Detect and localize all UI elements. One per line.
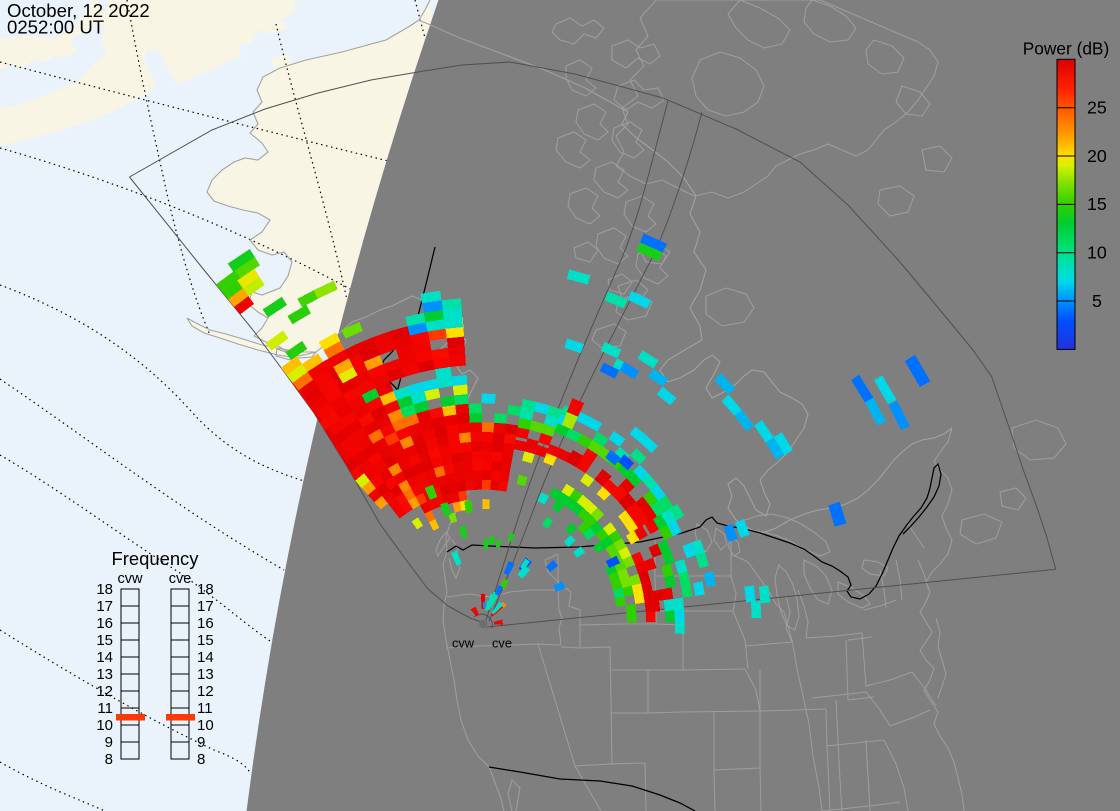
svg-text:16: 16	[197, 615, 214, 632]
svg-text:25: 25	[1087, 98, 1107, 118]
svg-text:18: 18	[197, 581, 214, 598]
svg-text:14: 14	[96, 649, 113, 666]
svg-text:11: 11	[197, 700, 213, 717]
svg-text:14: 14	[197, 649, 214, 666]
svg-text:9: 9	[197, 734, 205, 751]
svg-text:12: 12	[197, 683, 214, 700]
svg-text:8: 8	[197, 751, 205, 768]
svg-text:cvw: cvw	[118, 571, 144, 587]
svg-text:13: 13	[96, 666, 113, 683]
svg-text:10: 10	[1087, 243, 1107, 263]
svg-text:9: 9	[105, 734, 113, 751]
svg-text:17: 17	[197, 598, 214, 615]
svg-text:cve: cve	[492, 636, 512, 651]
svg-text:0252:00 UT: 0252:00 UT	[7, 17, 104, 38]
svg-text:16: 16	[96, 615, 113, 632]
svg-text:13: 13	[197, 666, 214, 683]
svg-text:17: 17	[96, 598, 113, 615]
svg-text:11: 11	[97, 700, 113, 717]
svg-text:Frequency: Frequency	[112, 548, 200, 569]
svg-text:10: 10	[197, 717, 214, 734]
svg-text:18: 18	[96, 581, 113, 598]
svg-text:12: 12	[96, 683, 113, 700]
svg-text:15: 15	[1087, 194, 1107, 214]
svg-text:cvw: cvw	[452, 636, 475, 651]
svg-text:15: 15	[197, 632, 214, 649]
svg-text:Power (dB): Power (dB)	[1023, 39, 1109, 59]
svg-text:5: 5	[1092, 291, 1102, 311]
svg-text:October, 12 2022: October, 12 2022	[7, 0, 150, 21]
svg-text:8: 8	[105, 751, 113, 768]
svg-text:cve: cve	[169, 571, 192, 587]
svg-text:10: 10	[96, 717, 113, 734]
svg-text:15: 15	[96, 632, 113, 649]
svg-text:20: 20	[1087, 146, 1107, 166]
